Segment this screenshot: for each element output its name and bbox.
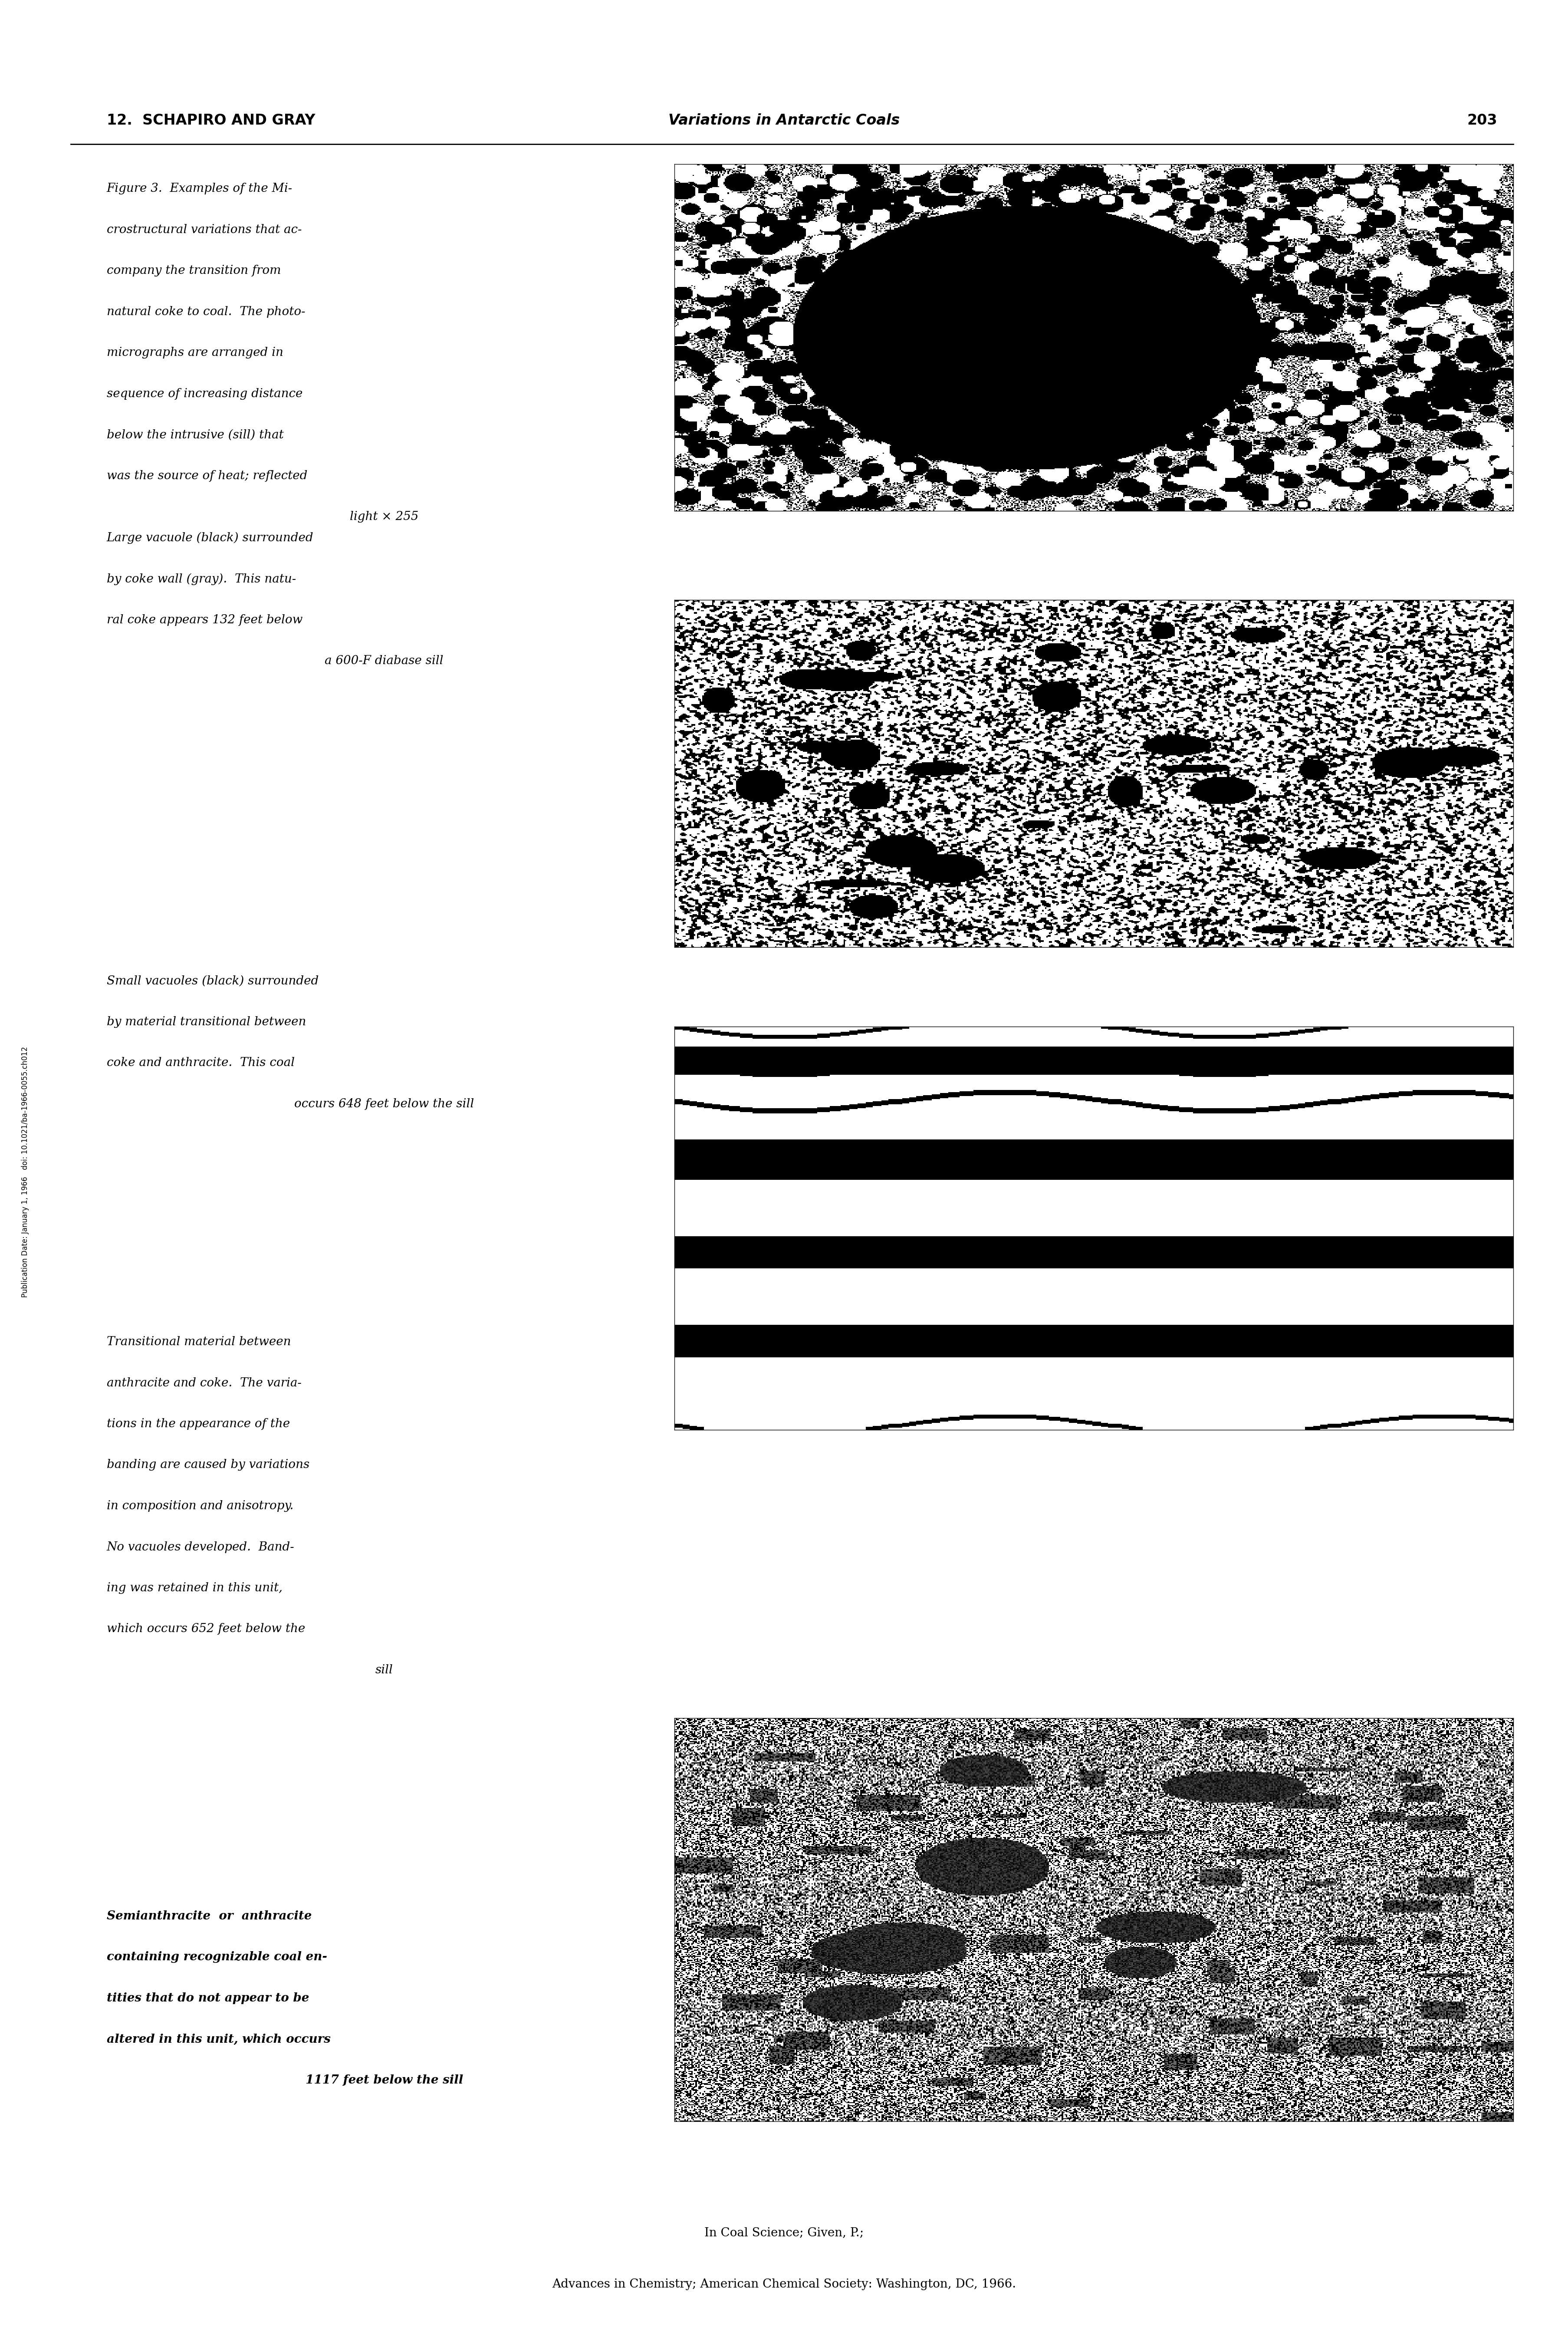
Text: below the intrusive (sill) that: below the intrusive (sill) that — [107, 429, 284, 441]
Text: 12.  SCHAPIRO AND GRAY: 12. SCHAPIRO AND GRAY — [107, 113, 315, 129]
Text: a 600-F diabase sill: a 600-F diabase sill — [325, 654, 444, 666]
Text: Figure 3.  Examples of the Mi-: Figure 3. Examples of the Mi- — [107, 183, 292, 195]
Text: tities that do not appear to be: tities that do not appear to be — [107, 1992, 309, 2004]
Text: company the transition from: company the transition from — [107, 265, 281, 277]
Text: Large vacuole (black) surrounded: Large vacuole (black) surrounded — [107, 532, 314, 544]
Text: was the source of heat; reflected: was the source of heat; reflected — [107, 469, 307, 483]
Text: Semianthracite  or  anthracite: Semianthracite or anthracite — [107, 1910, 312, 1922]
Text: which occurs 652 feet below the: which occurs 652 feet below the — [107, 1622, 306, 1636]
Text: containing recognizable coal en-: containing recognizable coal en- — [107, 1950, 328, 1964]
Text: altered in this unit, which occurs: altered in this unit, which occurs — [107, 2032, 331, 2044]
Text: occurs 648 feet below the sill: occurs 648 feet below the sill — [295, 1097, 474, 1111]
Text: light × 255: light × 255 — [350, 511, 419, 523]
Text: Advances in Chemistry; American Chemical Society: Washington, DC, 1966.: Advances in Chemistry; American Chemical… — [552, 2278, 1016, 2290]
Text: sill: sill — [375, 1664, 394, 1676]
Text: sequence of increasing distance: sequence of increasing distance — [107, 387, 303, 398]
Text: tions in the appearance of the: tions in the appearance of the — [107, 1418, 290, 1430]
Text: micrographs are arranged in: micrographs are arranged in — [107, 347, 284, 359]
Text: banding are caused by variations: banding are caused by variations — [107, 1458, 309, 1472]
Text: coke and anthracite.  This coal: coke and anthracite. This coal — [107, 1057, 295, 1069]
Text: ral coke appears 132 feet below: ral coke appears 132 feet below — [107, 614, 303, 626]
Text: by coke wall (gray).  This natu-: by coke wall (gray). This natu- — [107, 572, 296, 586]
Text: by material transitional between: by material transitional between — [107, 1017, 306, 1027]
Text: 203: 203 — [1468, 113, 1497, 129]
Text: natural coke to coal.  The photo-: natural coke to coal. The photo- — [107, 307, 306, 316]
Text: Transitional material between: Transitional material between — [107, 1336, 290, 1348]
Text: No vacuoles developed.  Band-: No vacuoles developed. Band- — [107, 1542, 295, 1554]
Text: crostructural variations that ac-: crostructural variations that ac- — [107, 225, 301, 237]
Text: Small vacuoles (black) surrounded: Small vacuoles (black) surrounded — [107, 975, 318, 987]
Text: ing was retained in this unit,: ing was retained in this unit, — [107, 1582, 282, 1594]
Text: Variations in Antarctic Coals: Variations in Antarctic Coals — [668, 113, 900, 129]
Text: anthracite and coke.  The varia-: anthracite and coke. The varia- — [107, 1378, 301, 1388]
Text: in composition and anisotropy.: in composition and anisotropy. — [107, 1500, 293, 1512]
Text: Publication Date: January 1, 1966   doi: 10.1021/ba-1966-0055.ch012: Publication Date: January 1, 1966 doi: 1… — [22, 1045, 28, 1299]
Text: In Coal Science; Given, P.;: In Coal Science; Given, P.; — [704, 2227, 864, 2239]
Text: 1117 feet below the sill: 1117 feet below the sill — [306, 2074, 463, 2086]
